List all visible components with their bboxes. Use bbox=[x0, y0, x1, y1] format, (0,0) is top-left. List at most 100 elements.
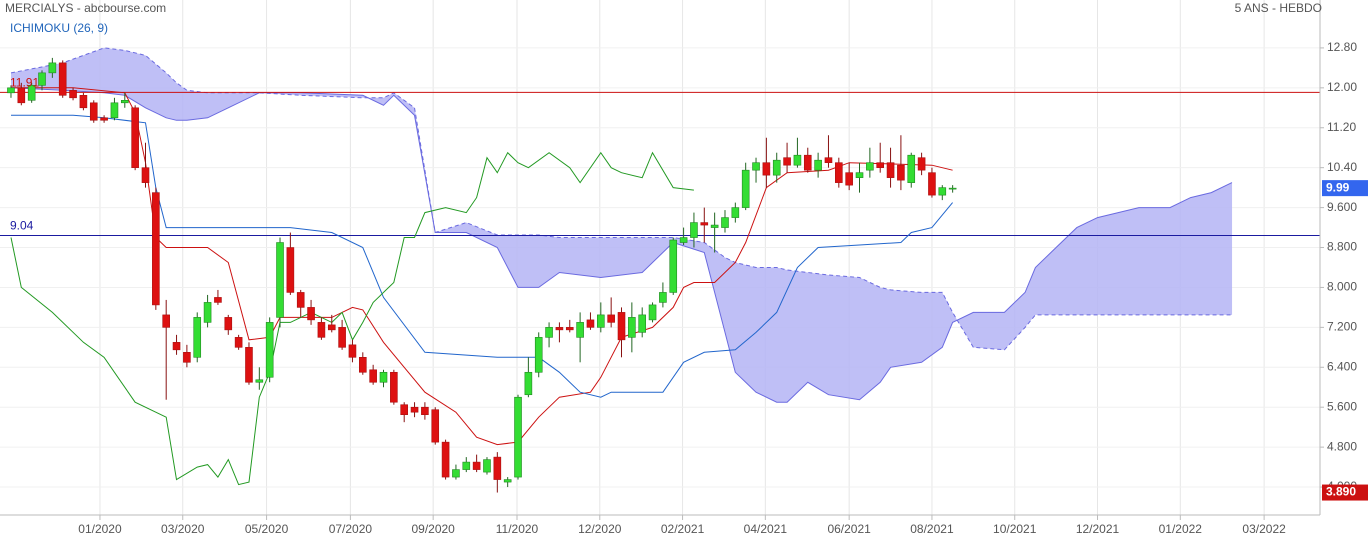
candle-body bbox=[824, 157, 833, 163]
candle-body bbox=[152, 192, 160, 306]
price-tag-label: 9.99 bbox=[1326, 180, 1350, 194]
candle-body bbox=[866, 162, 874, 171]
candle-body bbox=[462, 461, 471, 470]
indicator-line bbox=[11, 87, 953, 446]
candle-body bbox=[203, 302, 212, 323]
plot bbox=[0, 47, 1320, 493]
candle-body bbox=[565, 327, 574, 331]
candle-body bbox=[255, 379, 264, 383]
candle-body bbox=[483, 459, 491, 473]
candle-body bbox=[183, 352, 191, 363]
candle-body bbox=[276, 242, 284, 318]
candle-body bbox=[524, 371, 533, 396]
candle-body bbox=[265, 322, 274, 378]
candle-body bbox=[27, 85, 36, 101]
candle-body bbox=[7, 87, 15, 94]
candle-body bbox=[586, 319, 595, 328]
indicator-line bbox=[10, 151, 694, 486]
candle-body bbox=[172, 342, 181, 351]
candle-body bbox=[17, 87, 26, 104]
candle-body bbox=[100, 117, 108, 121]
candle-body bbox=[493, 456, 502, 480]
candle-body bbox=[110, 102, 119, 119]
candle-body bbox=[379, 371, 388, 383]
candle-body bbox=[545, 327, 553, 338]
y-tick-label: 12.00 bbox=[1327, 80, 1357, 94]
candle-body bbox=[597, 314, 605, 328]
candle-body bbox=[886, 162, 895, 178]
candle-body bbox=[503, 479, 512, 483]
x-tick-label: 03/2022 bbox=[1242, 522, 1286, 536]
candle-body bbox=[162, 314, 170, 328]
x-tick-label: 12/2020 bbox=[578, 522, 622, 536]
candle-body bbox=[772, 159, 781, 176]
indicator-label: ICHIMOKU (26, 9) bbox=[10, 21, 108, 35]
candle-body bbox=[576, 322, 584, 338]
chart-title: MERCIALYS - abcbourse.com bbox=[5, 1, 166, 15]
candle-body bbox=[431, 409, 440, 443]
price-tag bbox=[1322, 484, 1368, 501]
candle-body bbox=[534, 337, 543, 373]
x-tick-label: 11/2020 bbox=[496, 522, 539, 536]
candle-body bbox=[79, 95, 88, 109]
candle-body bbox=[214, 297, 222, 303]
x-tick-label: 02/2021 bbox=[661, 522, 705, 536]
candle-body bbox=[193, 317, 202, 358]
price-tag bbox=[1322, 180, 1368, 197]
candle-body bbox=[721, 217, 729, 228]
candle-body bbox=[783, 157, 791, 166]
candle-body bbox=[845, 172, 853, 186]
y-tick-label: 11.20 bbox=[1327, 120, 1356, 134]
candle-body bbox=[793, 154, 802, 166]
candle-body bbox=[327, 324, 336, 331]
candle-body bbox=[897, 164, 905, 181]
candle-body bbox=[286, 247, 295, 293]
candle-body bbox=[390, 371, 398, 403]
x-tick-label: 09/2020 bbox=[411, 522, 455, 536]
candle-body bbox=[89, 102, 98, 121]
candle-body bbox=[700, 222, 709, 226]
candle-body bbox=[669, 239, 678, 293]
candle-body bbox=[835, 162, 843, 183]
candle-body bbox=[131, 107, 139, 168]
y-tick-label: 6.400 bbox=[1327, 359, 1357, 373]
cloud-fill bbox=[10, 47, 1233, 403]
candle-body bbox=[917, 157, 926, 171]
candle-body bbox=[741, 169, 750, 208]
cloud-span-a bbox=[10, 87, 1233, 403]
candle-body bbox=[317, 322, 326, 338]
y-tick-label: 8.800 bbox=[1327, 240, 1357, 254]
candle-body bbox=[245, 347, 253, 383]
candle-body bbox=[752, 162, 760, 171]
y-tick-label: 10.40 bbox=[1327, 160, 1357, 174]
candle-body bbox=[607, 314, 615, 323]
y-tick-label: 9.600 bbox=[1327, 200, 1357, 214]
y-tick-label: 12.80 bbox=[1327, 40, 1357, 54]
candle-body bbox=[628, 317, 636, 338]
x-tick-label: 05/2020 bbox=[245, 522, 289, 536]
candle-body bbox=[638, 314, 647, 333]
candle-body bbox=[472, 461, 481, 470]
candle-body bbox=[141, 167, 150, 183]
candle-body bbox=[421, 406, 429, 415]
candle-body bbox=[731, 207, 740, 218]
candle-body bbox=[514, 396, 522, 478]
candle-body bbox=[659, 292, 667, 303]
candle-body bbox=[296, 292, 305, 308]
y-tick-label: 5.600 bbox=[1327, 399, 1357, 413]
candle-body bbox=[679, 237, 688, 243]
y-tick-label: 4.800 bbox=[1327, 439, 1357, 453]
candle-body bbox=[307, 307, 315, 321]
candle-body bbox=[690, 222, 698, 238]
candle-body bbox=[441, 441, 450, 478]
candle-body bbox=[928, 172, 936, 196]
candle-body bbox=[907, 154, 916, 183]
candle-body bbox=[359, 357, 367, 373]
x-tick-label: 12/2021 bbox=[1076, 522, 1120, 536]
candle-body bbox=[38, 72, 46, 86]
level-label: 11.91 bbox=[10, 75, 39, 89]
candle-body bbox=[400, 404, 408, 415]
candle-body bbox=[803, 154, 812, 171]
candle-body bbox=[938, 187, 947, 196]
x-tick-label: 01/2022 bbox=[1159, 522, 1203, 536]
